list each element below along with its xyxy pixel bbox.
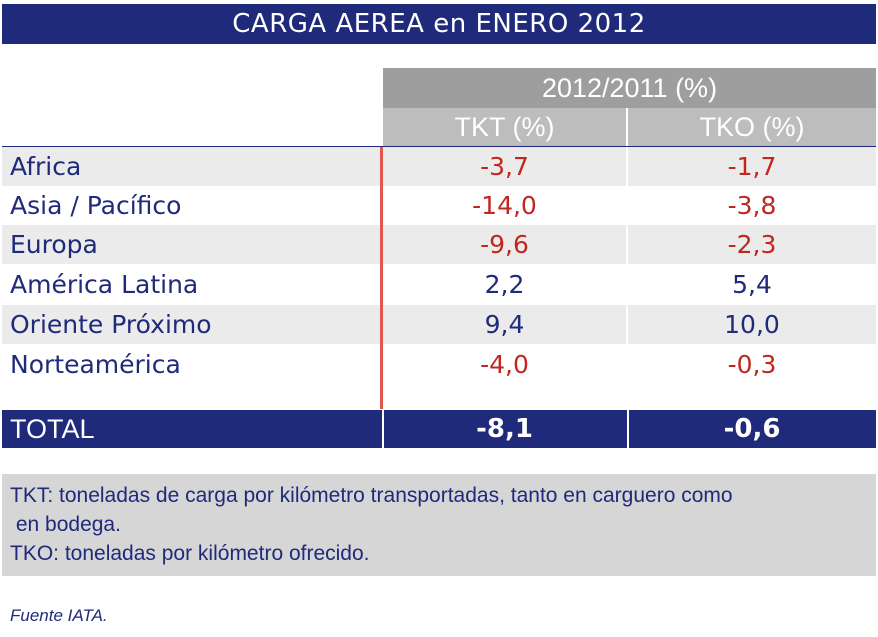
total-divider bbox=[382, 410, 384, 448]
total-divider bbox=[627, 410, 629, 448]
note-line: TKT: toneladas de carga por kilómetro tr… bbox=[10, 484, 733, 507]
accent-divider bbox=[380, 147, 383, 409]
note-line: en bodega. bbox=[10, 513, 121, 536]
tko-value: 10,0 bbox=[724, 310, 780, 339]
tko-value: -2,3 bbox=[727, 230, 777, 259]
tkt-value: -4,0 bbox=[480, 350, 529, 379]
table-row: Asia / Pacífico -14,0 -3,8 bbox=[2, 186, 876, 225]
table-row: América Latina 2,2 5,4 bbox=[2, 265, 876, 304]
region-name: Europa bbox=[10, 230, 98, 259]
header-tkt: TKT (%) bbox=[383, 108, 626, 146]
region-name: Asia / Pacífico bbox=[10, 191, 182, 220]
tko-value: -0,3 bbox=[727, 350, 777, 379]
tko-value: -1,7 bbox=[727, 152, 777, 181]
total-tkt-value: -8,1 bbox=[476, 414, 533, 444]
tko-value: 5,4 bbox=[732, 270, 772, 299]
table-title: CARGA AEREA en ENERO 2012 bbox=[2, 4, 876, 44]
note-line: TKO: toneladas por kilómetro ofrecido. bbox=[10, 542, 370, 565]
region-name: América Latina bbox=[10, 270, 199, 299]
table-row: Norteamérica -4,0 -0,3 bbox=[2, 345, 876, 384]
notes-box: TKT: toneladas de carga por kilómetro tr… bbox=[2, 474, 876, 576]
column-divider bbox=[626, 147, 628, 409]
tkt-value: 9,4 bbox=[484, 310, 525, 339]
tkt-value: 2,2 bbox=[484, 270, 525, 299]
header-tko: TKO (%) bbox=[628, 108, 876, 146]
table-row: Africa -3,7 -1,7 bbox=[2, 147, 876, 186]
tko-value: -3,8 bbox=[727, 191, 777, 220]
region-name: Oriente Próximo bbox=[10, 310, 212, 339]
region-name: Norteamérica bbox=[10, 350, 181, 379]
tkt-value: -14,0 bbox=[472, 191, 537, 220]
header-divider bbox=[2, 146, 876, 147]
tkt-value: -9,6 bbox=[480, 230, 529, 259]
total-row: TOTAL -8,1 -0,6 bbox=[2, 410, 876, 448]
table-row: Oriente Próximo 9,4 10,0 bbox=[2, 305, 876, 344]
table-row: Europa -9,6 -2,3 bbox=[2, 225, 876, 264]
header-period: 2012/2011 (%) bbox=[383, 68, 876, 108]
source-note: Fuente IATA. bbox=[10, 606, 108, 625]
total-label: TOTAL bbox=[10, 413, 95, 444]
tkt-value: -3,7 bbox=[480, 152, 529, 181]
total-tko-value: -0,6 bbox=[723, 414, 781, 444]
region-name: Africa bbox=[10, 152, 82, 181]
